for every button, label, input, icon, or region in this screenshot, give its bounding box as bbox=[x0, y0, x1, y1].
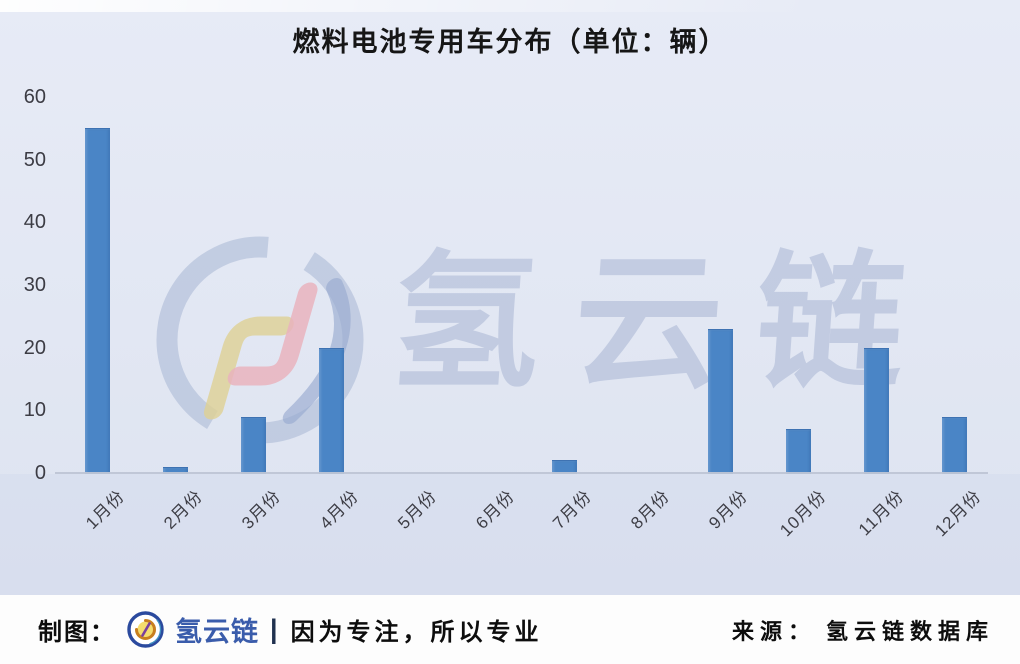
chart-bar-7月份 bbox=[552, 460, 578, 474]
brand-logo-icon bbox=[127, 611, 164, 648]
chart-bar-4月份 bbox=[318, 347, 344, 474]
x-axis-line bbox=[55, 472, 988, 474]
plot-area: 0 10 20 30 40 50 60 1月份 2月份 3月份 4月份 5月份 6月份 7月份 8月份 9月… bbox=[0, 85, 1020, 595]
y-tick-label: 50 bbox=[23, 148, 46, 171]
y-tick-label: 60 bbox=[23, 85, 46, 108]
brand-slogan: 因为专注，所以专业 bbox=[290, 619, 543, 646]
chart-title: 燃料电池专用车分布（单位：辆） bbox=[292, 27, 728, 57]
footer-left: 制图： 氢云链 | 因为专注，所以专业 bbox=[38, 609, 543, 650]
chart-bar-12月份 bbox=[941, 416, 967, 474]
below-axis-band bbox=[0, 474, 1020, 595]
footer-right: 来源： 氢云链数据库 bbox=[732, 614, 994, 646]
chart-bar-10月份 bbox=[786, 429, 812, 474]
brand-separator: | bbox=[270, 614, 278, 644]
y-tick-label: 10 bbox=[23, 399, 46, 422]
source-name: 氢云链数据库 bbox=[825, 618, 994, 644]
brand-name: 氢云链 bbox=[175, 617, 259, 647]
y-tick-label: 30 bbox=[23, 273, 46, 296]
y-tick-label: 40 bbox=[23, 211, 46, 234]
chart-bar-3月份 bbox=[240, 416, 266, 474]
footer-bar: 制图： 氢云链 | 因为专注，所以专业 来源： 氢云链数据库 bbox=[0, 595, 1020, 664]
y-tick-label: 0 bbox=[34, 462, 46, 484]
made-by-label: 制图： bbox=[38, 619, 116, 646]
chart-bar-1月份 bbox=[85, 128, 110, 474]
chart-bar-11月份 bbox=[864, 347, 889, 474]
source-label: 来源： bbox=[731, 618, 816, 644]
chart-bar-2月份 bbox=[162, 466, 188, 474]
y-tick-label: 20 bbox=[23, 336, 46, 359]
chart-region: 燃料电池专用车分布（单位：辆） 氢云链 0 10 20 30 40 50 60 1月份 2月份… bbox=[0, 0, 1020, 595]
chart-bar-9月份 bbox=[708, 328, 734, 474]
